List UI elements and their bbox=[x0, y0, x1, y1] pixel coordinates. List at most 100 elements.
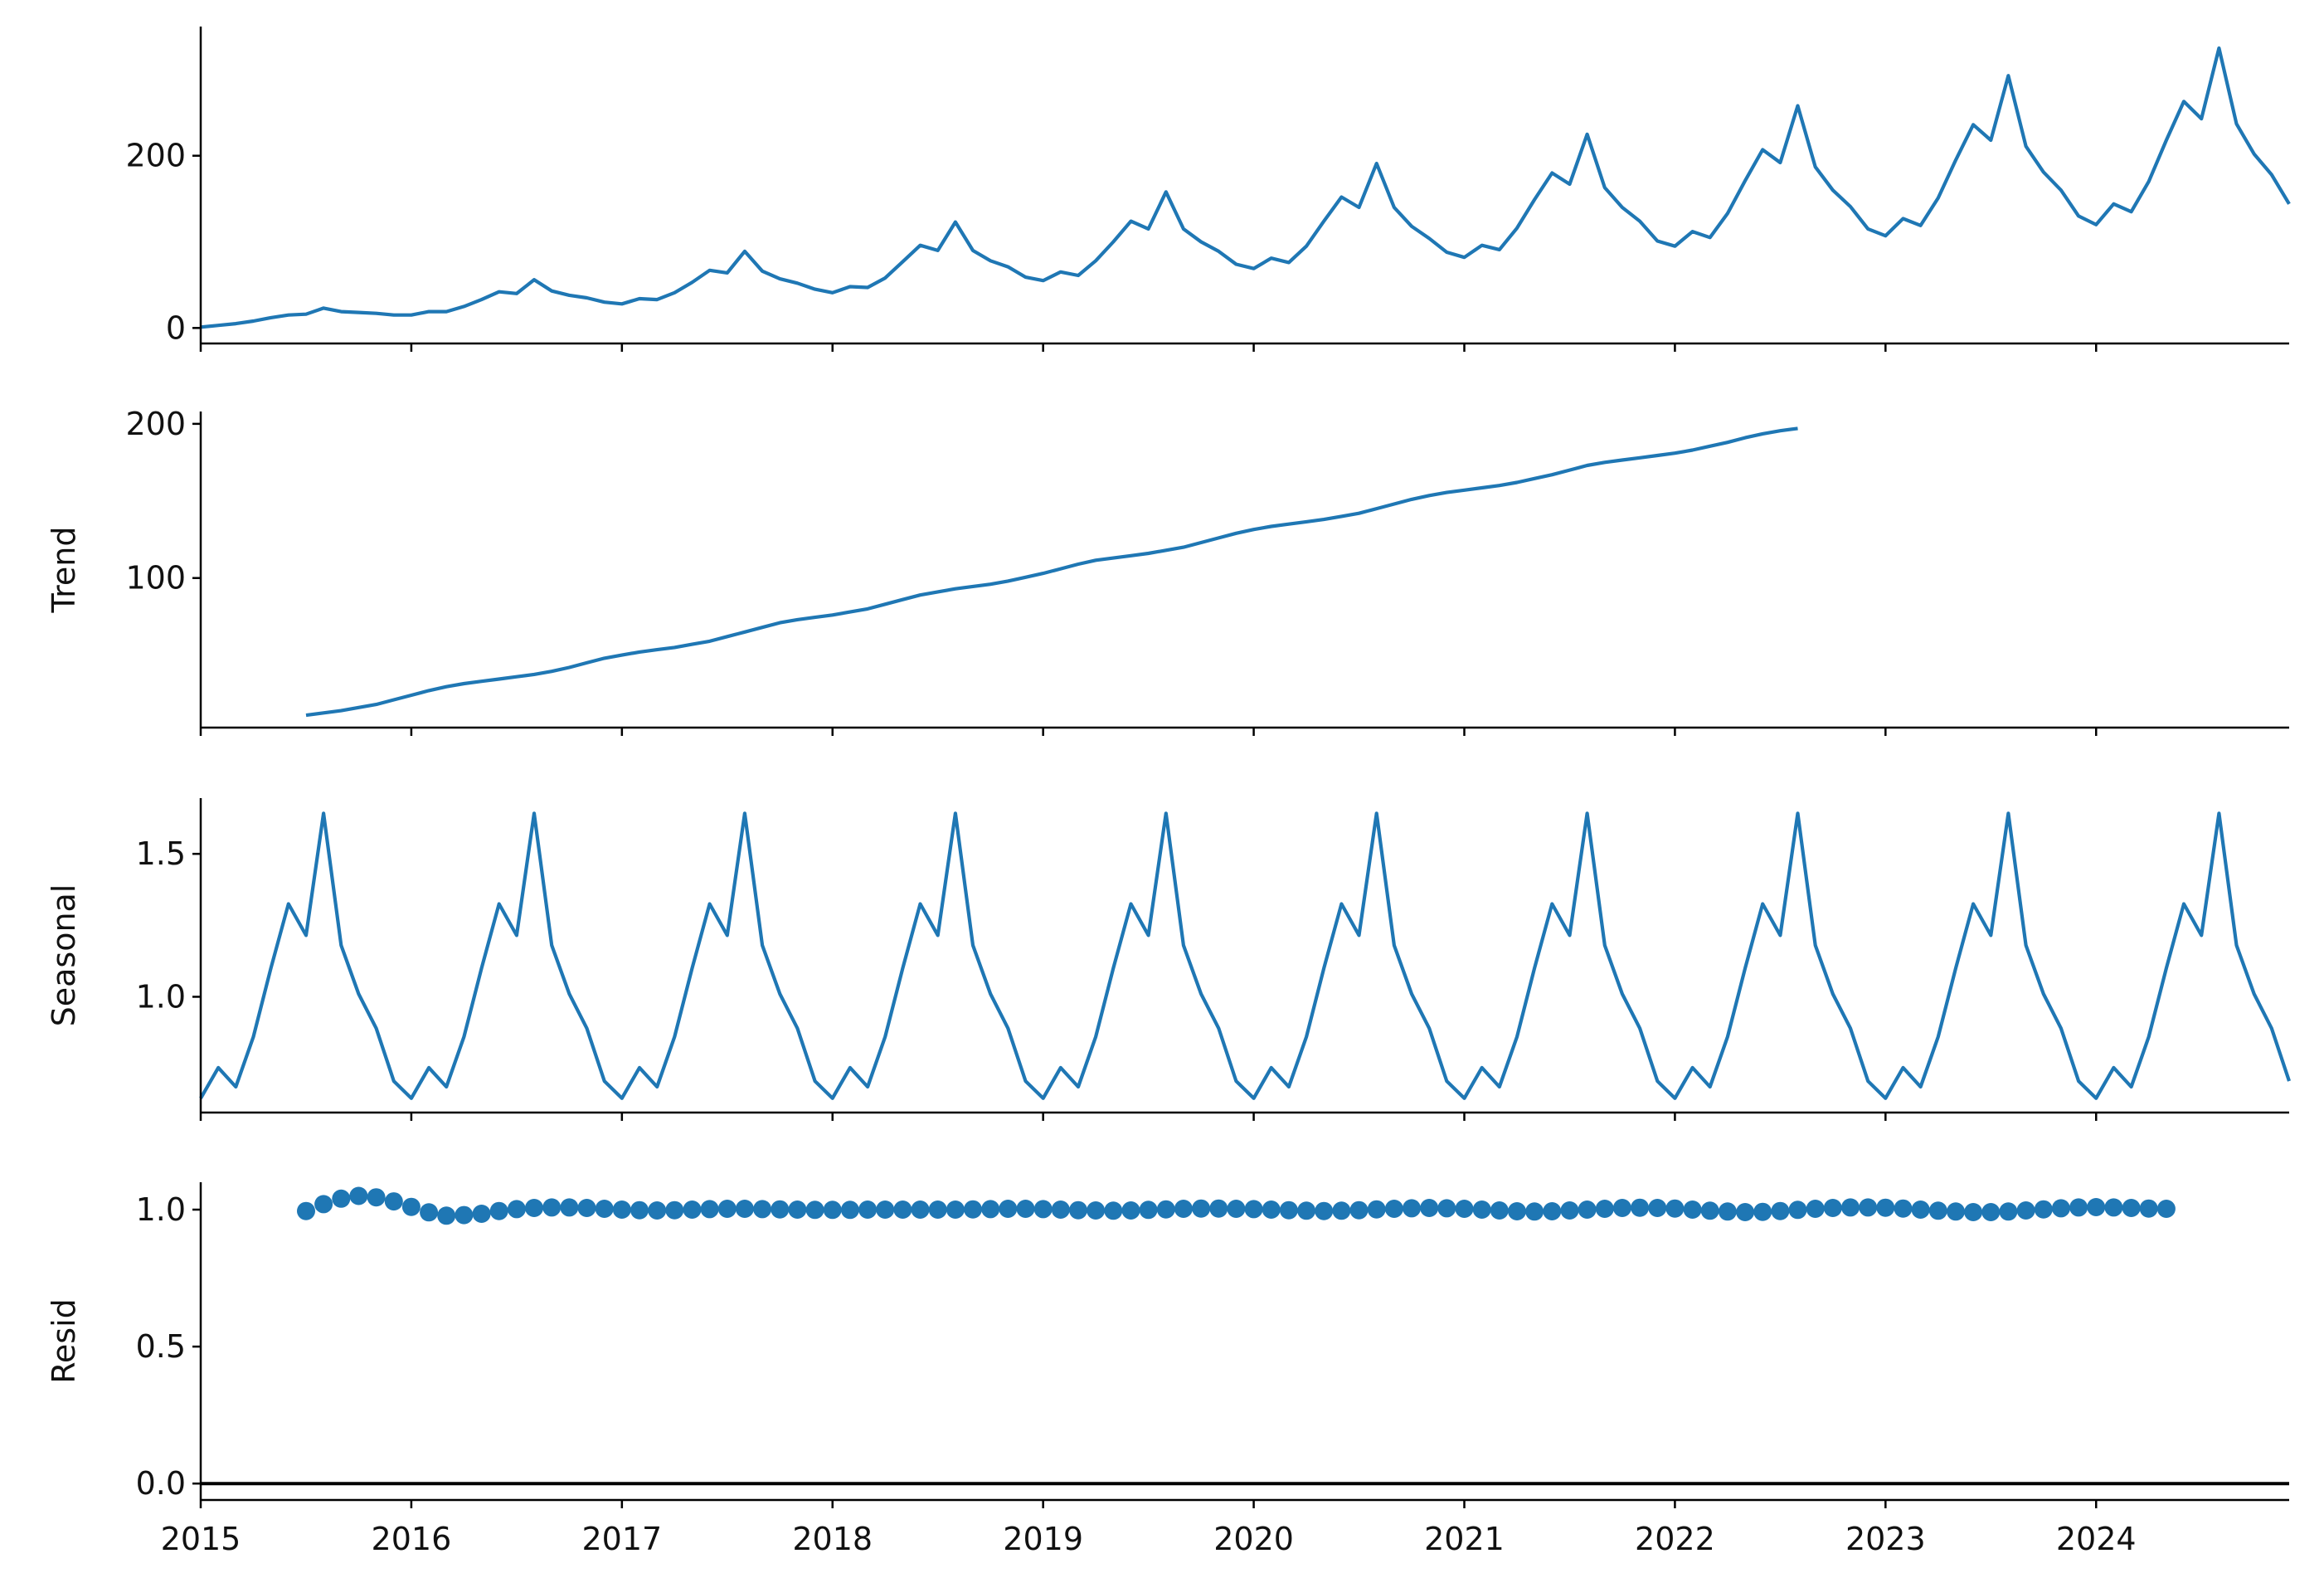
y-tick-label: 1.0 bbox=[136, 978, 186, 1015]
x-tick-label-2019: 2019 bbox=[1003, 1521, 1083, 1557]
x-tick-label-2020: 2020 bbox=[1213, 1521, 1294, 1557]
resid-point-49 bbox=[1156, 1200, 1175, 1219]
resid-point-48 bbox=[1139, 1200, 1158, 1220]
resid-point-31 bbox=[840, 1200, 859, 1220]
resid-point-87 bbox=[1823, 1199, 1842, 1217]
y-tick-label: 1.5 bbox=[136, 835, 186, 872]
resid-point-64 bbox=[1420, 1199, 1439, 1217]
panel-resid: 0.0 0.5 1.0 2015 2016 2017 2018 2019 2020 2021 202… bbox=[46, 1182, 2289, 1557]
resid-point-6 bbox=[401, 1197, 421, 1216]
resid-point-93 bbox=[1928, 1201, 1947, 1220]
resid-point-24 bbox=[717, 1200, 737, 1218]
trend-series-line bbox=[305, 426, 1798, 718]
resid-point-84 bbox=[1771, 1201, 1790, 1220]
resid-point-90 bbox=[1876, 1198, 1895, 1217]
resid-point-41 bbox=[1016, 1200, 1035, 1218]
resid-point-86 bbox=[1806, 1200, 1825, 1218]
resid-point-9 bbox=[455, 1205, 474, 1225]
resid-point-56 bbox=[1279, 1200, 1298, 1220]
resid-point-75 bbox=[1612, 1199, 1631, 1217]
resid-point-92 bbox=[1911, 1200, 1930, 1219]
x-tick-label-2016: 2016 bbox=[372, 1521, 452, 1557]
resid-point-57 bbox=[1297, 1201, 1316, 1220]
resid-point-79 bbox=[1683, 1200, 1702, 1219]
resid-point-42 bbox=[1033, 1200, 1053, 1219]
trend-ylabel: Trend bbox=[46, 527, 82, 614]
resid-point-22 bbox=[683, 1200, 702, 1219]
resid-point-37 bbox=[946, 1200, 965, 1219]
resid-point-77 bbox=[1648, 1199, 1667, 1217]
resid-point-70 bbox=[1525, 1202, 1544, 1221]
resid-point-74 bbox=[1595, 1200, 1614, 1218]
resid-point-7 bbox=[420, 1203, 439, 1222]
x-tick-label-2021: 2021 bbox=[1424, 1521, 1505, 1557]
panel-seasonal: 1.0 1.5 Seasonal bbox=[46, 798, 2291, 1121]
resid-point-29 bbox=[805, 1200, 824, 1220]
resid-point-106 bbox=[2156, 1200, 2176, 1218]
resid-point-46 bbox=[1104, 1201, 1123, 1220]
resid-point-100 bbox=[2051, 1199, 2070, 1218]
resid-point-33 bbox=[876, 1200, 895, 1219]
resid-point-62 bbox=[1384, 1200, 1403, 1218]
resid-point-30 bbox=[823, 1200, 842, 1220]
resid-point-51 bbox=[1192, 1199, 1211, 1218]
resid-point-59 bbox=[1332, 1201, 1351, 1220]
resid-point-10 bbox=[472, 1205, 491, 1223]
resid-point-52 bbox=[1209, 1199, 1228, 1218]
resid-point-18 bbox=[612, 1200, 631, 1219]
x-tick-label-2015: 2015 bbox=[161, 1521, 241, 1557]
panel-trend: 100 200 Trend bbox=[46, 406, 2289, 736]
resid-point-1 bbox=[314, 1195, 333, 1214]
resid-point-28 bbox=[788, 1200, 807, 1219]
resid-point-53 bbox=[1227, 1200, 1246, 1218]
y-tick-label: 0.0 bbox=[136, 1465, 186, 1502]
resid-point-104 bbox=[2122, 1199, 2141, 1217]
resid-point-50 bbox=[1174, 1200, 1193, 1218]
resid-point-96 bbox=[1981, 1203, 2001, 1221]
resid-point-94 bbox=[1947, 1202, 1965, 1221]
resid-point-43 bbox=[1051, 1200, 1070, 1219]
resid-point-58 bbox=[1315, 1201, 1334, 1220]
resid-point-97 bbox=[1999, 1202, 2018, 1221]
resid-point-67 bbox=[1472, 1200, 1491, 1219]
resid-point-102 bbox=[2087, 1198, 2106, 1216]
resid-point-4 bbox=[367, 1188, 386, 1207]
y-tick-label: 100 bbox=[125, 560, 186, 597]
resid-point-66 bbox=[1455, 1200, 1474, 1218]
resid-point-23 bbox=[700, 1200, 719, 1219]
resid-point-105 bbox=[2139, 1199, 2158, 1218]
resid-point-45 bbox=[1087, 1201, 1106, 1220]
resid-ylabel: Resid bbox=[46, 1298, 82, 1384]
y-tick-label: 200 bbox=[125, 138, 186, 174]
y-tick-label: 1.0 bbox=[136, 1191, 186, 1228]
resid-point-65 bbox=[1437, 1199, 1456, 1218]
resid-point-39 bbox=[981, 1200, 1000, 1219]
x-tick-label-2024: 2024 bbox=[2056, 1521, 2137, 1557]
resid-point-21 bbox=[665, 1200, 684, 1220]
x-tick-label-2022: 2022 bbox=[1635, 1521, 1715, 1557]
resid-point-101 bbox=[2069, 1198, 2088, 1217]
resid-point-34 bbox=[893, 1200, 912, 1219]
resid-point-47 bbox=[1121, 1201, 1140, 1220]
x-tick-label-2018: 2018 bbox=[792, 1521, 873, 1557]
resid-point-19 bbox=[630, 1200, 649, 1220]
resid-point-99 bbox=[2034, 1200, 2053, 1219]
resid-point-27 bbox=[771, 1200, 790, 1219]
panel-observed: 0 200 bbox=[125, 27, 2291, 352]
resid-point-25 bbox=[735, 1200, 754, 1218]
resid-point-55 bbox=[1262, 1200, 1281, 1219]
resid-point-78 bbox=[1665, 1199, 1685, 1218]
resid-point-26 bbox=[753, 1200, 772, 1219]
resid-point-54 bbox=[1244, 1200, 1263, 1219]
resid-point-60 bbox=[1349, 1200, 1369, 1220]
resid-point-95 bbox=[1964, 1203, 1983, 1221]
resid-point-5 bbox=[384, 1192, 403, 1211]
resid-point-35 bbox=[911, 1200, 930, 1219]
resid-point-14 bbox=[542, 1198, 562, 1217]
resid-point-0 bbox=[297, 1201, 315, 1220]
resid-point-2 bbox=[332, 1189, 351, 1208]
resid-point-98 bbox=[2016, 1201, 2035, 1220]
resid-point-88 bbox=[1841, 1198, 1860, 1217]
observed-series-line bbox=[200, 46, 2291, 329]
resid-point-40 bbox=[999, 1200, 1018, 1218]
